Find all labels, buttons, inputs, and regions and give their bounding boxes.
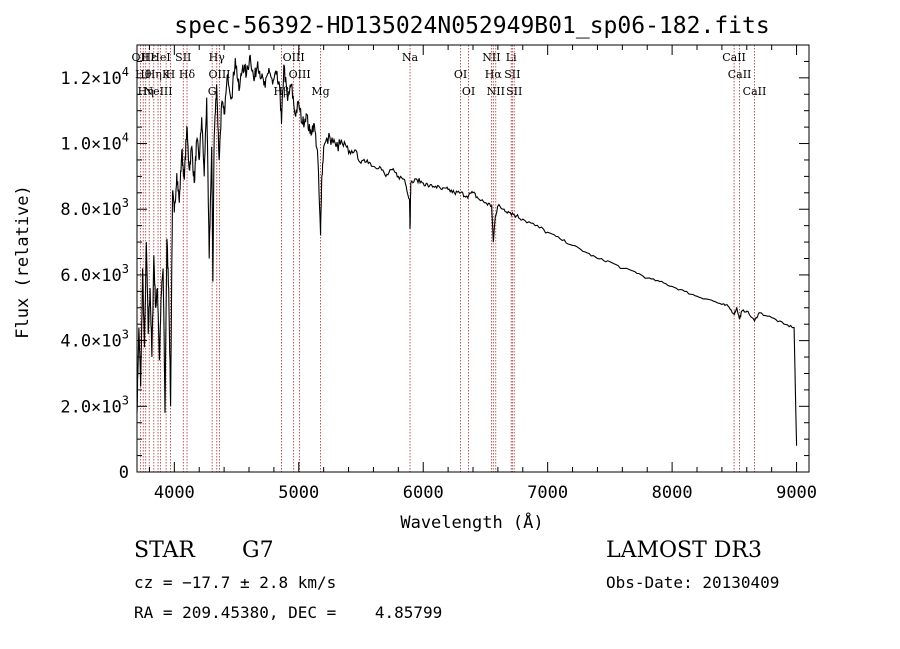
spectrum-line	[136, 54, 798, 446]
coordinates: RA = 209.45380, DEC = 4.85799	[134, 603, 443, 622]
x-tick-label-4000: 4000	[154, 483, 195, 503]
y-tick-label-12000: 1.2×104	[60, 65, 129, 89]
line-label-5-0: NeIII	[143, 85, 172, 98]
line-label-10-0: Hδ	[179, 68, 196, 81]
plot-frame	[136, 44, 810, 473]
line-label-13-0: OIII	[208, 68, 230, 81]
x-tick-label-8000: 8000	[652, 483, 693, 503]
line-label-17-0: Mg	[311, 85, 329, 98]
line-label-23-0: NII	[487, 85, 505, 98]
y-axis-label: Flux (relative)	[13, 185, 33, 339]
y-tick-label-10000: 1.0×104	[60, 131, 129, 155]
y-axis: 0 2.0×103 4.0×103 6.0×103 8.0×103 1.0×104 1.2×…	[60, 44, 809, 483]
x-axis: 4000 5000 6000 7000 8000 9000	[148, 45, 817, 503]
line-label-27-0: CaII	[722, 51, 746, 64]
observation-date: Obs-Date: 20130409	[606, 573, 780, 592]
line-label-4-0: Hη	[146, 68, 162, 81]
line-label-16-0: OIII	[289, 68, 311, 81]
x-tick-label-7000: 7000	[527, 483, 568, 503]
y-tick-label-2000: 2.0×103	[60, 393, 129, 417]
line-label-19-0: OI	[454, 68, 467, 81]
line-label-24-0: Li	[506, 51, 517, 64]
x-tick-label-5000: 5000	[278, 483, 319, 503]
spectral-line-markers	[139, 45, 755, 472]
y-tick-label-8000: 8.0×103	[60, 196, 129, 220]
line-label-0-0: OII	[132, 51, 150, 64]
object-subclass: G7	[242, 538, 274, 563]
line-label-29-0: CaII	[743, 85, 767, 98]
line-label-28-0: CaII	[728, 68, 752, 81]
x-tick-label-6000: 6000	[403, 483, 444, 503]
line-label-9-0: SII	[175, 51, 191, 64]
x-tick-label-9000: 9000	[776, 483, 817, 503]
y-tick-label-6000: 6.0×103	[60, 262, 129, 286]
object-class: STAR	[134, 538, 195, 563]
line-label-11-0: G	[208, 85, 217, 98]
line-label-26-0: SII	[506, 85, 522, 98]
spectral-line-labels: OIIHθHηHεHηNeIIIHeIKHSIIHδGHγOIIIHβOIIIO…	[132, 51, 767, 98]
x-axis-label: Wavelength (Å)	[400, 511, 543, 533]
line-label-25-0: SII	[504, 68, 520, 81]
line-label-6-0: HeI	[150, 51, 170, 64]
line-label-12-0: Hγ	[209, 51, 226, 64]
line-label-22-0: Hα	[485, 68, 503, 81]
redshift-velocity: cz = −17.7 ± 2.8 km/s	[134, 573, 337, 592]
line-label-15-0: OIII	[283, 51, 305, 64]
line-label-14-0: Hβ	[274, 85, 290, 98]
line-label-20-0: OI	[462, 85, 475, 98]
line-label-8-0: H	[166, 68, 176, 81]
line-label-3-0: Hε	[142, 51, 158, 64]
line-label-18-0: Na	[402, 51, 419, 64]
line-label-21-0: NII	[482, 51, 500, 64]
survey-name: LAMOST DR3	[606, 538, 762, 563]
y-tick-label-0: 0	[119, 463, 129, 483]
chart-title: spec-56392-HD135024N052949B01_sp06-182.f…	[174, 13, 769, 39]
y-tick-label-4000: 4.0×103	[60, 328, 129, 352]
line-label-7-0: K	[162, 68, 171, 81]
